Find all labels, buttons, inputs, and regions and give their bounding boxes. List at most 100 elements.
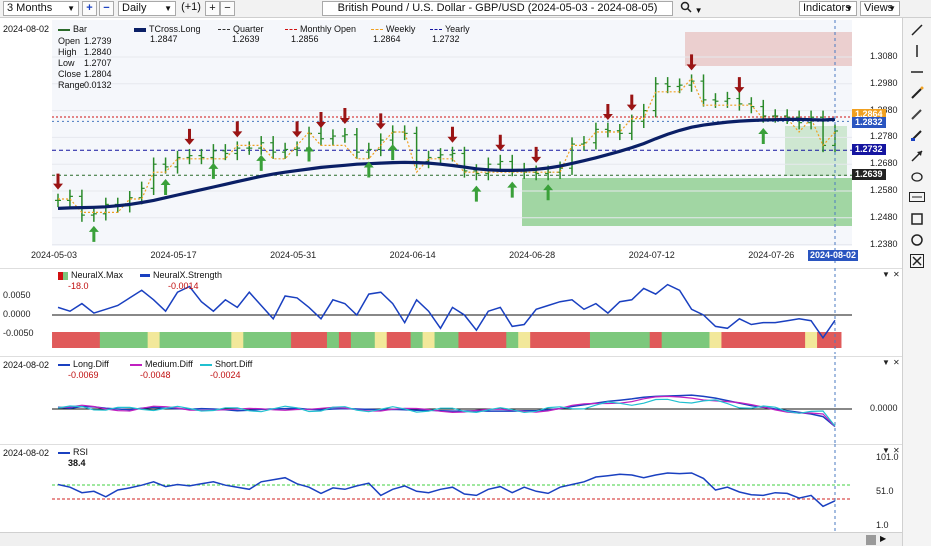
- pane-collapse-icon[interactable]: ▼: [882, 446, 890, 455]
- range-select-label: 3 Months: [7, 2, 53, 14]
- rsi-axis-tick: 1.0: [876, 520, 889, 530]
- drawing-tools: [902, 18, 931, 546]
- zoom-out-button[interactable]: −: [99, 1, 114, 16]
- chevron-down-icon: ▼: [888, 4, 896, 13]
- legend-label: Long.Diff: [73, 359, 109, 369]
- pane-collapse-icon[interactable]: ▼: [882, 358, 890, 367]
- buy-arrow-icon: [543, 184, 554, 201]
- long-diff-line: [57, 394, 836, 428]
- scroll-right-icon[interactable]: ▶: [880, 534, 887, 543]
- resistance-zone: [685, 32, 852, 66]
- neuralx-max-band: [279, 332, 292, 348]
- neuralx-max-band: [386, 332, 400, 348]
- remove-pane-button[interactable]: −: [220, 1, 235, 16]
- neuralx-max-band: [207, 332, 220, 348]
- text-tool-icon[interactable]: [907, 191, 926, 208]
- ellipse-icon[interactable]: [907, 170, 926, 187]
- sell-arrow-icon: [602, 103, 613, 120]
- legend-label: Quarter: [233, 24, 264, 34]
- neuralx-max-band: [482, 332, 495, 348]
- zoom-in-button[interactable]: +: [82, 1, 97, 16]
- legend-swatch: [371, 28, 383, 31]
- price-marks: [52, 54, 852, 242]
- current-zone: [785, 126, 847, 176]
- period-select[interactable]: Daily ▼: [118, 1, 176, 16]
- legend-swatch: [218, 28, 230, 31]
- horizontal-scrollbar[interactable]: ▶: [0, 532, 902, 546]
- offset-label[interactable]: (+1): [181, 1, 201, 13]
- rectangle-icon: [910, 213, 923, 225]
- legend-value: 38.4: [68, 458, 86, 468]
- low-value: 1.2707: [84, 58, 112, 68]
- ellipse-icon: [910, 172, 923, 182]
- legend-value: 1.2847: [150, 34, 178, 44]
- neuralx-max-band: [231, 332, 244, 348]
- chevron-down-icon: ▼: [845, 4, 853, 13]
- instrument-title[interactable]: British Pound / U.S. Dollar - GBP/USD (2…: [322, 1, 673, 16]
- brush-icon[interactable]: [907, 128, 926, 145]
- close-icon[interactable]: ✕: [893, 270, 900, 279]
- horizontal-line-icon[interactable]: [907, 65, 926, 82]
- neuralx-max-band: [147, 332, 161, 348]
- legend-item: RSI: [58, 447, 88, 458]
- legend-label: Short.Diff: [215, 359, 253, 369]
- legend-swatch: [130, 363, 142, 366]
- current-date-tag: 2024-08-02: [808, 250, 859, 261]
- neuralx-max-band: [542, 332, 555, 348]
- ohlc-values: 1.2739 1.2840 1.2707 1.2804 0.0132: [84, 36, 112, 91]
- arrow-icon[interactable]: [907, 149, 926, 166]
- neuralx-max-band: [494, 332, 507, 348]
- legend-item: Monthly Open: [285, 24, 356, 35]
- neuralx-max-band: [315, 332, 328, 348]
- neuralx-max-band: [697, 332, 710, 348]
- pen-icon[interactable]: [907, 86, 926, 103]
- rectangle-icon[interactable]: [907, 212, 926, 229]
- neuralx-chart[interactable]: [0, 268, 902, 354]
- neuralx-axis-tick: 0.0000: [3, 309, 31, 319]
- legend-swatch: [58, 28, 70, 31]
- indicators-button[interactable]: Indicators ▼: [799, 1, 857, 16]
- chevron-down-icon: ▼: [164, 4, 172, 13]
- diff-chart[interactable]: [0, 356, 902, 444]
- scroll-thumb[interactable]: [866, 535, 876, 545]
- neuralx-max-band: [123, 332, 137, 348]
- pane-collapse-icon[interactable]: ▼: [882, 270, 890, 279]
- price-axis-tick: 1.2680: [870, 158, 898, 169]
- search-icon: [680, 1, 692, 13]
- sell-arrow-icon: [184, 128, 195, 145]
- circle-icon[interactable]: [907, 233, 926, 250]
- legend-label: Bar: [73, 24, 88, 34]
- legend-swatch: [200, 363, 212, 366]
- line-tool-icon[interactable]: [907, 23, 926, 40]
- range-select[interactable]: 3 Months ▼: [3, 1, 79, 16]
- close-icon[interactable]: ✕: [893, 358, 900, 367]
- neuralx-max-band: [243, 332, 256, 348]
- add-pane-button[interactable]: +: [205, 1, 220, 16]
- legend-label: Medium.Diff: [145, 359, 193, 369]
- range-label: Range: [58, 80, 85, 90]
- neuralx-max-band: [52, 332, 65, 348]
- price-chart[interactable]: [0, 18, 902, 268]
- date-axis-tick: 2024-06-14: [389, 250, 436, 260]
- search-button[interactable]: ▼: [678, 1, 704, 16]
- neuralx-max-band: [255, 332, 268, 348]
- sell-arrow-icon: [339, 108, 350, 124]
- close-icon[interactable]: ✕: [893, 446, 900, 455]
- sell-arrow-icon: [495, 134, 506, 151]
- pencil-icon[interactable]: [907, 107, 926, 124]
- vertical-line-icon[interactable]: [907, 44, 926, 61]
- minus-icon: −: [224, 2, 231, 14]
- neuralx-max-band: [422, 332, 436, 348]
- chevron-down-icon: ▼: [694, 6, 703, 15]
- date-axis-tick: 2024-05-17: [150, 250, 197, 260]
- neuralx-max-band: [75, 332, 89, 348]
- views-button[interactable]: Views ▼: [860, 1, 900, 16]
- neuralx-axis-tick: -0.0050: [3, 328, 34, 338]
- neuralx-max-band: [87, 332, 101, 348]
- neuralx-max-band: [745, 332, 758, 348]
- delete-icon[interactable]: [907, 254, 926, 271]
- tcross-long-line: [57, 117, 836, 210]
- rsi-chart[interactable]: [0, 444, 902, 532]
- legend-label: NeuralX.Strength: [153, 270, 223, 280]
- legend-value: 1.2639: [232, 34, 260, 44]
